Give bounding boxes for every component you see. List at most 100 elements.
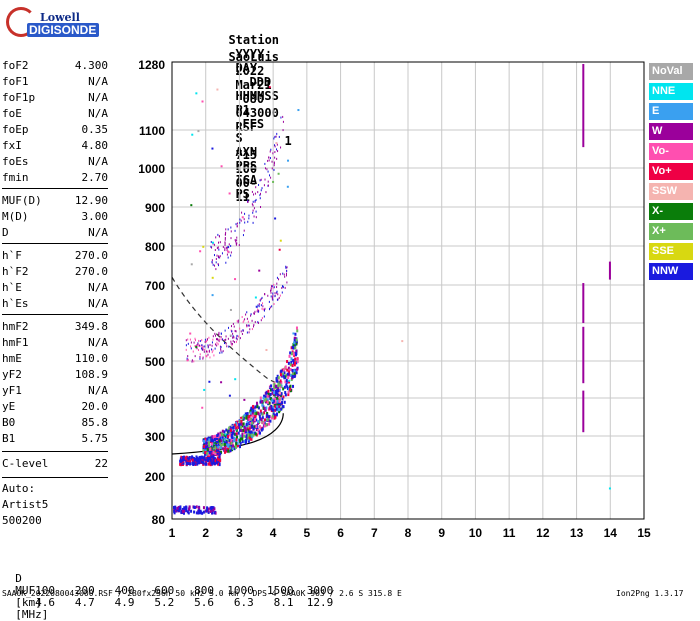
echo-point (239, 428, 242, 432)
echo-point (188, 456, 191, 460)
echo-point (201, 406, 204, 409)
echo-point (194, 337, 196, 340)
echo-point (244, 426, 247, 430)
echo-point (274, 135, 276, 138)
echo-point (273, 382, 276, 386)
header-s-value: 1 (284, 134, 292, 148)
echo-point (261, 412, 264, 416)
autoscaler-label: Auto: (2, 482, 36, 495)
echo-point (241, 216, 244, 219)
echo-point (280, 407, 283, 411)
echo-point (273, 413, 276, 417)
echo-point (207, 453, 210, 457)
echo-point (199, 509, 202, 513)
echo-point (278, 410, 281, 414)
echo-point (243, 431, 246, 435)
echo-point (276, 298, 278, 301)
echo-point (206, 350, 208, 353)
echo-point (230, 430, 233, 434)
echo-point (259, 197, 261, 200)
echo-point (251, 190, 253, 193)
echo-point (257, 412, 260, 416)
echo-point (187, 355, 189, 358)
echo-point (246, 331, 248, 334)
echo-point (205, 441, 208, 445)
echo-point (201, 511, 204, 515)
echo-point (281, 368, 284, 372)
echo-point (173, 507, 176, 511)
y-tick-label: 900 (145, 201, 165, 215)
echo-point (262, 421, 265, 425)
echo-point (254, 412, 257, 416)
echo-point (262, 396, 265, 400)
echo-point (263, 315, 265, 318)
echo-point (288, 354, 291, 358)
echo-point (261, 416, 264, 420)
echo-point (235, 423, 238, 427)
echo-point (268, 307, 270, 310)
echo-point (218, 462, 221, 466)
echo-point (276, 276, 278, 279)
echo-point (228, 326, 230, 329)
echo-point (254, 296, 257, 299)
echo-point (255, 412, 258, 416)
echo-point (242, 428, 245, 432)
echo-point (211, 439, 214, 443)
echo-point (279, 383, 282, 387)
echo-point (236, 239, 238, 242)
echo-point (232, 425, 235, 429)
echo-point (244, 221, 246, 224)
echo-point (274, 389, 277, 393)
echo-point (241, 332, 243, 335)
echo-point (217, 435, 220, 439)
echo-point (279, 379, 282, 383)
echo-point (245, 313, 247, 316)
echo-point (216, 254, 218, 257)
echo-point (284, 275, 286, 278)
echo-point (288, 379, 291, 382)
param-name: foF1p (2, 91, 36, 104)
echo-point (277, 401, 280, 405)
echo-point (273, 286, 275, 289)
echo-point (282, 120, 284, 123)
echo-point (224, 238, 226, 241)
echo-point (293, 361, 296, 365)
echo-point (280, 146, 282, 149)
echo-point (224, 242, 226, 245)
echo-point (270, 287, 272, 290)
param-name: h`Es (2, 297, 29, 310)
echo-point (287, 390, 290, 394)
param-value: 110.0 (74, 352, 108, 365)
echo-point (228, 243, 230, 246)
echo-point (210, 446, 213, 450)
echo-point (236, 338, 238, 341)
header-hhmmss: HHMMSS (235, 89, 279, 103)
echo-point (214, 347, 216, 350)
echo-point (238, 426, 241, 430)
echo-point (283, 368, 286, 372)
echo-point (243, 229, 245, 232)
echo-point (267, 415, 270, 419)
echo-point (274, 400, 277, 404)
muf-distance-value: 600 (134, 584, 175, 597)
echo-point (247, 201, 249, 204)
echo-point (274, 217, 277, 220)
echo-point (214, 449, 217, 453)
echo-point (270, 404, 273, 408)
header-station: Station (228, 33, 280, 47)
echo-point (282, 272, 284, 275)
echo-point (223, 430, 226, 434)
echo-point (273, 391, 276, 395)
autoscaler-name: Artist5 (2, 498, 49, 511)
muf-distance-value: 400 (94, 584, 135, 597)
echo-point (223, 442, 226, 446)
header-axn: AXN (235, 145, 258, 159)
echo-point (242, 321, 244, 324)
echo-point (242, 329, 244, 332)
echo-point (214, 452, 217, 456)
echo-point (290, 360, 293, 364)
echo-point (272, 408, 275, 412)
echo-point (174, 509, 177, 513)
echo-point (260, 206, 262, 209)
echo-point (271, 298, 273, 301)
